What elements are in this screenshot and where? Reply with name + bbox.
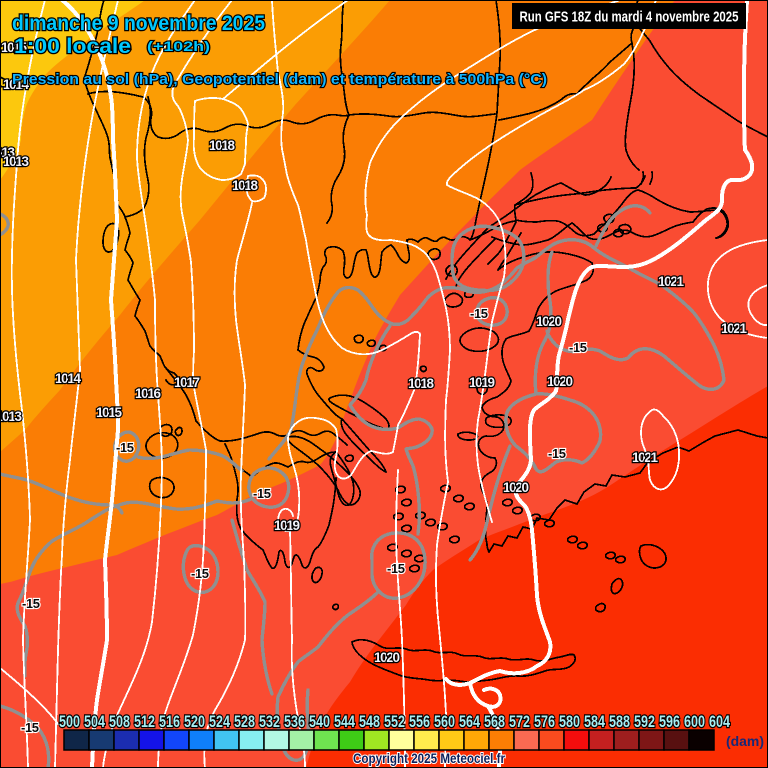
svg-text:-15: -15 (548, 446, 566, 461)
svg-text:564: 564 (459, 713, 481, 731)
svg-text:1021: 1021 (632, 450, 658, 465)
svg-text:536: 536 (284, 713, 305, 731)
svg-text:1020: 1020 (547, 374, 573, 389)
svg-text:1014: 1014 (55, 371, 81, 386)
svg-text:556: 556 (409, 713, 430, 731)
svg-text:516: 516 (159, 713, 180, 731)
svg-text:504: 504 (84, 713, 106, 731)
svg-text:-15: -15 (253, 486, 271, 501)
svg-text:512: 512 (134, 713, 155, 731)
svg-text:1013: 1013 (3, 154, 29, 169)
svg-text:1:00 locale: 1:00 locale (14, 35, 131, 58)
svg-text:540: 540 (309, 713, 330, 731)
svg-text:560: 560 (434, 713, 455, 731)
svg-text:1021: 1021 (658, 274, 684, 289)
svg-text:572: 572 (509, 713, 530, 731)
svg-text:1015: 1015 (96, 405, 122, 420)
svg-text:1019: 1019 (274, 518, 300, 533)
svg-text:-15: -15 (470, 306, 488, 321)
svg-text:1015: 1015 (1, 40, 27, 55)
svg-text:520: 520 (184, 713, 205, 731)
svg-text:1020: 1020 (536, 314, 562, 329)
svg-text:Copyright 2025 Meteociel.fr: Copyright 2025 Meteociel.fr (353, 750, 505, 766)
svg-text:568: 568 (484, 713, 505, 731)
svg-text:576: 576 (534, 713, 555, 731)
svg-text:588: 588 (609, 713, 630, 731)
svg-text:(+102h): (+102h) (147, 38, 210, 54)
svg-text:1018: 1018 (209, 138, 235, 153)
svg-text:548: 548 (359, 713, 380, 731)
svg-text:1020: 1020 (503, 480, 529, 495)
svg-text:580: 580 (559, 713, 580, 731)
svg-text:524: 524 (209, 713, 231, 731)
svg-text:592: 592 (634, 713, 655, 731)
svg-text:Run GFS 18Z du mardi 4 novembr: Run GFS 18Z du mardi 4 novembre 2025 (520, 9, 739, 26)
svg-text:1014: 1014 (3, 77, 29, 92)
svg-text:1013: 1013 (0, 409, 22, 424)
svg-text:1020: 1020 (374, 650, 400, 665)
svg-text:Pression au sol (hPa), Geopote: Pression au sol (hPa), Geopotentiel (dam… (12, 71, 547, 88)
svg-text:-15: -15 (191, 566, 209, 581)
svg-text:-15: -15 (387, 561, 405, 576)
svg-text:600: 600 (684, 713, 705, 731)
svg-text:1016: 1016 (135, 386, 161, 401)
svg-text:-15: -15 (21, 720, 39, 735)
svg-text:1018: 1018 (232, 178, 258, 193)
svg-text:-15: -15 (22, 596, 40, 611)
svg-text:528: 528 (234, 713, 255, 731)
svg-text:552: 552 (384, 713, 405, 731)
svg-text:544: 544 (334, 713, 356, 731)
svg-text:1021: 1021 (721, 321, 747, 336)
svg-text:604: 604 (709, 713, 731, 731)
svg-text:dimanche 9 novembre 2025: dimanche 9 novembre 2025 (12, 12, 265, 35)
svg-text:508: 508 (109, 713, 130, 731)
svg-text:-15: -15 (116, 440, 134, 455)
svg-text:584: 584 (584, 713, 606, 731)
svg-text:500: 500 (59, 713, 80, 731)
svg-text:-15: -15 (569, 340, 587, 355)
svg-text:532: 532 (259, 713, 280, 731)
svg-text:1018: 1018 (408, 376, 434, 391)
svg-text:596: 596 (659, 713, 680, 731)
svg-text:1017: 1017 (174, 375, 200, 390)
svg-text:1019: 1019 (469, 375, 495, 390)
svg-text:(dam): (dam) (726, 733, 764, 749)
svg-text:1013: 1013 (0, 145, 15, 160)
